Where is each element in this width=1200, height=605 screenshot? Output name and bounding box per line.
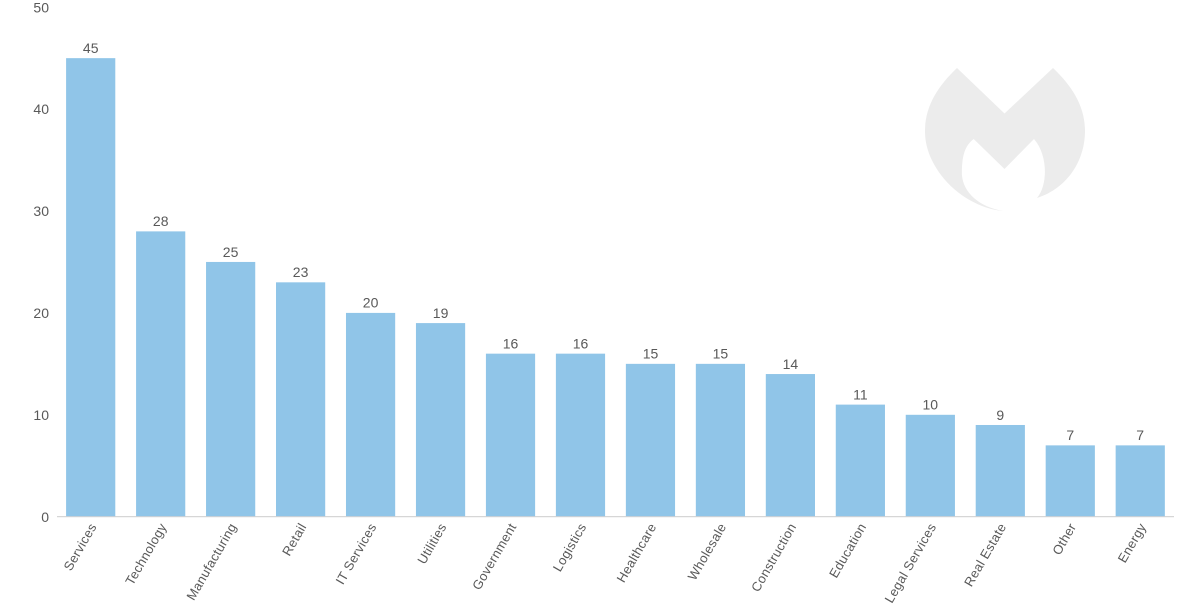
svg-text:7: 7 xyxy=(1066,427,1074,443)
svg-text:7: 7 xyxy=(1136,427,1144,443)
svg-text:15: 15 xyxy=(643,346,659,362)
svg-text:30: 30 xyxy=(33,203,49,219)
svg-text:28: 28 xyxy=(153,213,169,229)
svg-text:9: 9 xyxy=(996,407,1004,423)
svg-text:50: 50 xyxy=(33,0,49,15)
svg-text:15: 15 xyxy=(713,346,729,362)
svg-text:20: 20 xyxy=(33,305,49,321)
svg-text:20: 20 xyxy=(363,295,379,311)
svg-text:16: 16 xyxy=(503,336,519,352)
svg-text:45: 45 xyxy=(83,40,99,56)
svg-text:10: 10 xyxy=(33,407,49,423)
svg-text:14: 14 xyxy=(783,356,799,372)
svg-text:40: 40 xyxy=(33,101,49,117)
svg-text:0: 0 xyxy=(41,509,49,525)
svg-text:11: 11 xyxy=(853,386,868,402)
svg-text:10: 10 xyxy=(923,397,939,413)
svg-text:16: 16 xyxy=(573,336,589,352)
svg-text:19: 19 xyxy=(433,305,449,321)
svg-text:23: 23 xyxy=(293,264,309,280)
svg-text:25: 25 xyxy=(223,244,239,260)
